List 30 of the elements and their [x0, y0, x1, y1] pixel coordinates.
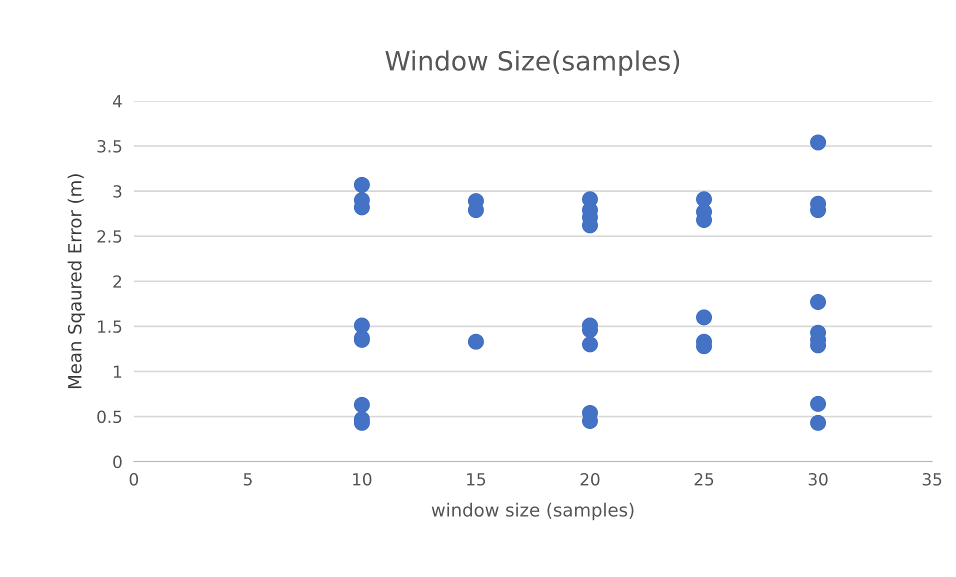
chart-title: Window Size(samples) — [385, 50, 680, 76]
point — [696, 309, 712, 326]
x-tick-label: 10 — [353, 473, 372, 486]
y-tick-label: 3.5 — [97, 140, 122, 153]
y-tick-label: 2.5 — [97, 230, 122, 243]
x-tick-label: 15 — [467, 473, 486, 486]
x-tick-label: 30 — [808, 473, 828, 486]
point — [810, 134, 826, 150]
point — [354, 176, 370, 193]
x-tick-label: 20 — [580, 473, 600, 486]
point — [354, 317, 370, 334]
x-tick-label: 35 — [922, 473, 942, 486]
y-tick-label: 0.5 — [97, 410, 122, 424]
point — [810, 414, 826, 431]
point — [582, 336, 598, 352]
point — [468, 334, 484, 350]
point — [810, 294, 826, 310]
x-tick-label: 25 — [694, 473, 714, 486]
y-tick-label: 3 — [113, 185, 122, 198]
point — [810, 396, 826, 412]
x-tick-label: 0 — [130, 473, 138, 486]
y-tick-label: 0 — [113, 456, 122, 468]
y-axis-title: Mean Sqaured Error (m) — [68, 174, 86, 388]
point — [354, 396, 370, 413]
y-tick-label: 1 — [114, 366, 122, 378]
y-tick-label: 2 — [113, 275, 122, 288]
x-tick-label: 5 — [244, 473, 252, 486]
y-tick-label: 4 — [112, 95, 122, 108]
y-tick-label: 1.5 — [98, 320, 122, 333]
x-axis-title: window size (samples) — [432, 502, 634, 520]
